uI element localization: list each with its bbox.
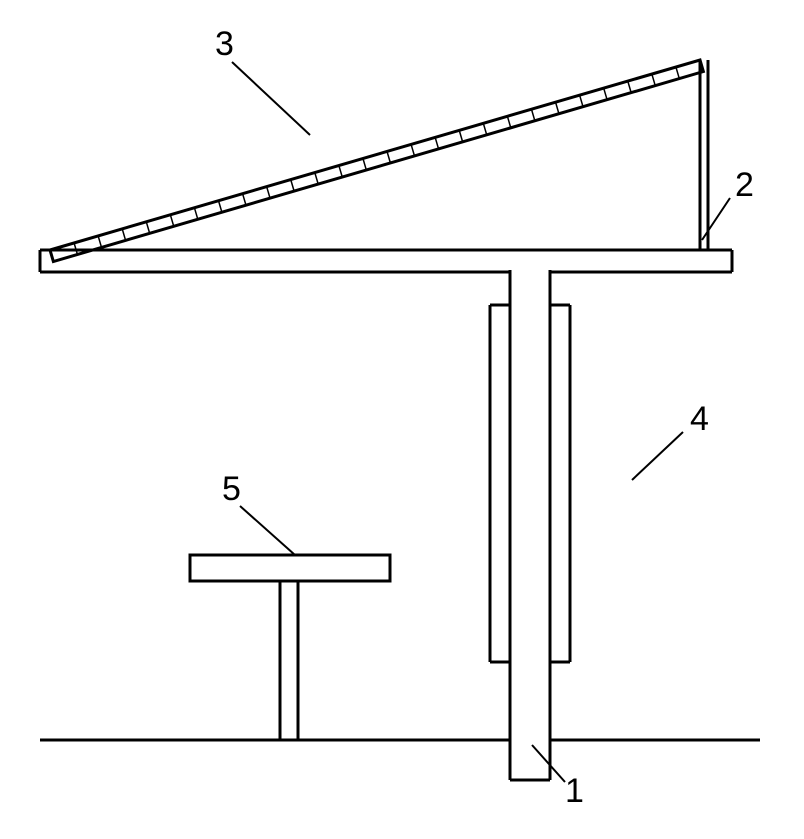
- label-1: 1: [565, 772, 584, 810]
- label-4: 4: [690, 400, 709, 438]
- label-3: 3: [215, 25, 234, 63]
- label-2: 2: [735, 166, 754, 204]
- solar-panel-part-3: [50, 60, 703, 262]
- roof-beam-part-2: [40, 250, 732, 272]
- stool-part-5: [190, 555, 390, 740]
- right-support: [700, 60, 708, 250]
- sleeve-part-4: [490, 305, 570, 662]
- label-5: 5: [222, 470, 241, 508]
- part-labels: 1 2 3 4 5: [215, 25, 754, 810]
- pillar-part-1: [510, 270, 550, 780]
- leader-lines: [232, 62, 730, 782]
- technical-diagram: 1 2 3 4 5: [0, 0, 804, 839]
